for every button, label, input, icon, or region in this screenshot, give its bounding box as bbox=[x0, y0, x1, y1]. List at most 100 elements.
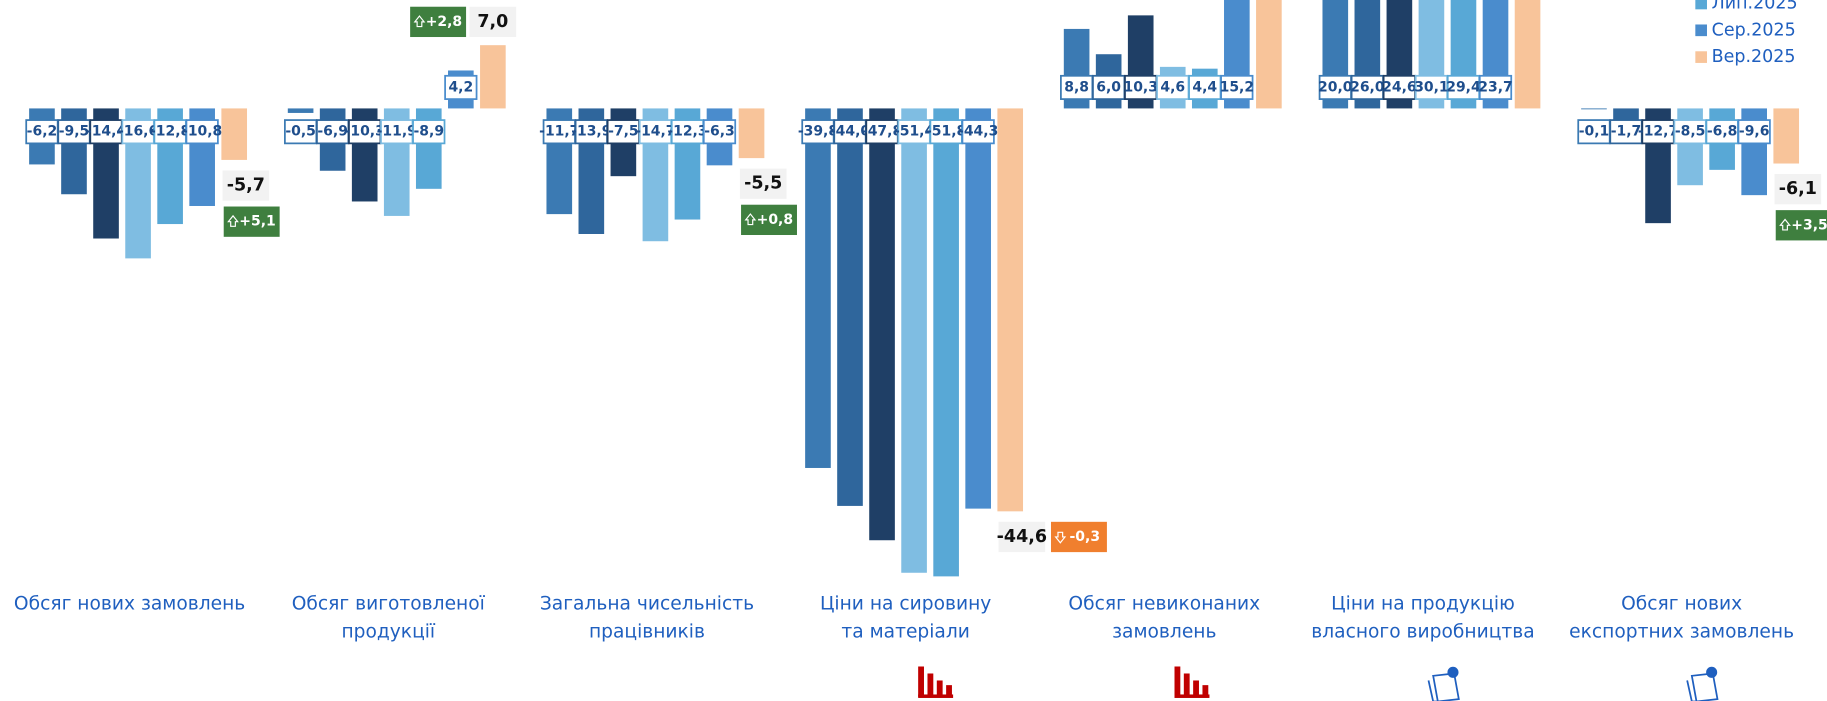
change-badge bbox=[1050, 521, 1107, 553]
value-label: 6,0 bbox=[1096, 79, 1121, 95]
bar bbox=[1581, 108, 1607, 110]
bar bbox=[869, 108, 895, 541]
value-label-bg bbox=[469, 6, 517, 38]
value-label: -12,8 bbox=[150, 124, 190, 140]
value-label-bg bbox=[1478, 74, 1513, 100]
value-label: -44,6 bbox=[997, 527, 1047, 547]
category-label-box: Загальна чисельність працівників bbox=[539, 591, 755, 643]
category-label-box: Обсяг нових замовлень bbox=[13, 591, 246, 615]
value-label: 29,4 bbox=[1446, 79, 1481, 95]
value-label: -0,1 bbox=[1579, 124, 1610, 140]
bar bbox=[221, 108, 248, 160]
value-label: -8,9 bbox=[414, 124, 445, 140]
value-label-bg bbox=[702, 119, 737, 145]
bar bbox=[480, 45, 506, 109]
value-label: 4,4 bbox=[1192, 79, 1217, 95]
value-label: -1,7 bbox=[1611, 124, 1642, 140]
legend-swatch bbox=[1695, 51, 1707, 63]
value-label: -6,1 bbox=[1779, 179, 1817, 199]
change-arrow bbox=[413, 15, 426, 28]
value-label: 26,0 bbox=[1350, 79, 1385, 95]
value-label: 7,0 bbox=[477, 12, 508, 32]
value-label: -11,9 bbox=[377, 124, 417, 140]
value-label-bg bbox=[998, 521, 1046, 553]
bar bbox=[965, 108, 991, 509]
value-label: -51,8 bbox=[926, 124, 966, 140]
change-badge bbox=[741, 204, 797, 236]
change-label: +3,5 bbox=[1791, 217, 1827, 233]
value-label: -8,5 bbox=[1675, 124, 1706, 140]
legend-label: Лип.2025 bbox=[1712, 0, 1798, 14]
change-badge bbox=[223, 206, 280, 237]
value-label-bg bbox=[1737, 119, 1771, 145]
value-label: 24,6 bbox=[1382, 79, 1416, 95]
value-label: -14,7 bbox=[635, 124, 675, 140]
value-label-bg bbox=[1220, 74, 1254, 100]
change-arrow bbox=[1054, 531, 1067, 544]
value-label: -7,5 bbox=[608, 124, 639, 140]
value-label: -14,4 bbox=[86, 124, 127, 140]
change-label: +2,8 bbox=[426, 14, 462, 30]
bar bbox=[1514, 0, 1541, 109]
legend-label: Сер.2025 bbox=[1712, 20, 1796, 40]
value-label: -44,0 bbox=[830, 124, 871, 140]
value-label: 8,8 bbox=[1064, 79, 1089, 95]
change-label: -0,3 bbox=[1070, 529, 1101, 545]
category-label-box: Ціни на продукцію власного виробництва bbox=[1311, 591, 1535, 643]
value-label-bg bbox=[739, 168, 787, 199]
legend-swatch bbox=[1695, 24, 1707, 37]
value-label: 23,7 bbox=[1478, 79, 1512, 95]
category-label-box: Обсяг невиконаних замовлень bbox=[1068, 591, 1261, 643]
chart-icon bbox=[918, 666, 954, 698]
category-label: Обсяг нових замовлень bbox=[13, 591, 246, 615]
category-label-box: Ціни на сировину та матеріали bbox=[819, 591, 992, 643]
value-label: 15,2 bbox=[1220, 79, 1254, 95]
pin-icon bbox=[1686, 666, 1719, 701]
legend-label: Вер.2025 bbox=[1712, 47, 1796, 67]
value-label: -9,6 bbox=[1739, 124, 1770, 140]
pin-icon bbox=[1427, 666, 1460, 701]
bar bbox=[901, 108, 927, 573]
bar bbox=[1773, 108, 1800, 164]
value-label: -5,5 bbox=[744, 174, 782, 194]
value-label-bg bbox=[412, 119, 446, 145]
value-label: -12,3 bbox=[667, 124, 707, 140]
value-label: 10,3 bbox=[1123, 79, 1157, 95]
value-label: -12,7 bbox=[1638, 124, 1678, 140]
category-label: Загальна чисельність працівників bbox=[539, 591, 755, 643]
value-label: -16,6 bbox=[118, 124, 158, 140]
category-label-box: Обсяг нових експортних замовлень bbox=[1569, 591, 1795, 643]
value-label-bg bbox=[444, 74, 478, 100]
value-label: -9,5 bbox=[59, 124, 90, 140]
value-label-bg bbox=[1774, 174, 1822, 205]
category-label: Ціни на сировину та матеріали bbox=[819, 591, 992, 643]
bar bbox=[805, 108, 831, 468]
value-label: -10,8 bbox=[182, 124, 222, 140]
category-label: Обсяг невиконаних замовлень bbox=[1068, 591, 1261, 643]
category-label: Ціни на продукцію власного виробництва bbox=[1311, 591, 1535, 643]
chart-icon bbox=[1174, 666, 1210, 698]
change-label: +5,1 bbox=[239, 214, 275, 230]
bar bbox=[738, 108, 765, 159]
bar bbox=[287, 108, 314, 113]
value-label: -44,3 bbox=[958, 124, 998, 140]
value-label: -6,9 bbox=[317, 124, 348, 140]
value-label-bg bbox=[185, 119, 219, 145]
bar bbox=[837, 108, 863, 506]
category-label: Обсяг нових експортних замовлень bbox=[1569, 591, 1795, 643]
change-arrow bbox=[744, 213, 757, 226]
change-arrow bbox=[227, 214, 239, 227]
value-label: -5,7 bbox=[227, 176, 265, 196]
value-label: 4,6 bbox=[1160, 79, 1185, 95]
value-label: -6,8 bbox=[1707, 124, 1738, 140]
change-label: +0,8 bbox=[757, 212, 793, 228]
value-label: -47,8 bbox=[862, 124, 902, 140]
change-badge bbox=[1775, 210, 1827, 241]
value-label: -6,2 bbox=[27, 124, 58, 140]
category-label: Обсяг виготовленої продукції bbox=[291, 591, 485, 643]
change-arrow bbox=[1779, 218, 1791, 231]
icons bbox=[918, 666, 1719, 701]
bar bbox=[1256, 0, 1282, 109]
value-label: -10,3 bbox=[345, 124, 385, 140]
